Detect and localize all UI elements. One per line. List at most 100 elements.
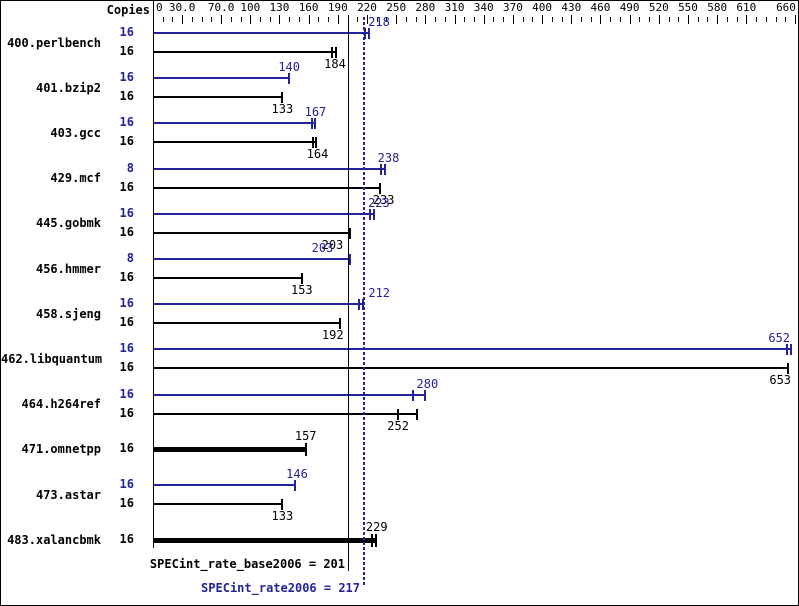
bar-end-cap <box>373 209 375 220</box>
bar-end-cap <box>314 118 316 129</box>
axis-tick-label: 130 <box>269 1 290 14</box>
axis-minor-tick <box>766 17 767 22</box>
copies-label: 16 <box>119 89 134 103</box>
bar-value-label: 133 <box>271 509 294 523</box>
axis-minor-tick <box>649 17 650 22</box>
bar-end-cap <box>339 318 341 329</box>
axis-major-tick <box>484 15 485 24</box>
axis-minor-tick <box>707 17 708 22</box>
axis-minor-tick <box>328 17 329 22</box>
bar-start-tick <box>153 498 154 511</box>
axis-minor-tick <box>231 17 232 22</box>
bar-start-tick <box>153 362 154 375</box>
axis-minor-tick <box>610 17 611 22</box>
axis-major-tick <box>455 15 456 24</box>
bar-base <box>154 503 283 505</box>
bar-peak <box>154 32 369 34</box>
axis-tick-label: 460 <box>590 1 611 14</box>
axis-tick-label: 610 <box>736 1 757 14</box>
axis-tick-label: 220 <box>357 1 377 14</box>
bar-value-label: 238 <box>377 151 400 165</box>
copies-label: 16 <box>119 360 134 374</box>
axis-major-tick <box>367 15 368 24</box>
bar-base <box>154 367 789 369</box>
bar-value-label: 229 <box>365 520 388 534</box>
axis-tick-label: 430 <box>561 1 582 14</box>
bar-base <box>154 141 317 143</box>
bar-end-cap <box>358 299 360 310</box>
bar-value-label: 233 <box>372 193 395 207</box>
axis-minor-tick <box>639 17 640 22</box>
axis-minor-tick <box>377 17 378 22</box>
bar-end-cap <box>294 480 296 491</box>
bar-value-label: 653 <box>769 373 792 387</box>
axis-tick-label: 100 <box>240 1 261 14</box>
axis-tick-label: 520 <box>648 1 669 14</box>
axis-minor-tick <box>270 17 271 22</box>
bar-peak <box>154 303 364 305</box>
bar-value-label: 140 <box>278 60 301 74</box>
bar-value-label: 203 <box>321 238 344 252</box>
copies-label: 16 <box>119 477 134 491</box>
axis-minor-tick <box>445 17 446 22</box>
axis-major-tick <box>688 15 689 24</box>
axis-minor-tick <box>289 17 290 22</box>
axis-tick-label: 0 <box>156 1 163 14</box>
bar-value-label: 218 <box>368 15 390 29</box>
bar-peak <box>154 122 316 124</box>
copies-label: 16 <box>119 441 134 455</box>
copies-label: 8 <box>126 161 134 175</box>
axis-minor-tick <box>464 17 465 22</box>
benchmark-label: 401.bzip2 <box>35 81 101 95</box>
copies-label: 16 <box>119 225 134 239</box>
copies-label: 16 <box>119 180 134 194</box>
bar-base <box>154 322 340 324</box>
bar-end-cap <box>424 390 426 401</box>
bar-value-label: 146 <box>286 467 308 481</box>
axis-major-tick <box>279 15 280 24</box>
axis-tick-label: 370 <box>502 1 523 14</box>
axis-minor-tick <box>241 17 242 22</box>
benchmark-label: 400.perlbench <box>7 36 101 50</box>
peak-summary-label: SPECint_rate2006 = 217 <box>201 581 360 595</box>
bar-peak <box>154 77 290 79</box>
bar-end-cap <box>288 73 290 84</box>
bar-start-tick <box>153 389 154 402</box>
axis-minor-tick <box>202 17 203 22</box>
bar-start-tick <box>153 253 154 266</box>
benchmark-label: 458.sjeng <box>35 307 101 321</box>
axis-minor-tick <box>581 17 582 22</box>
bar-end-cap <box>786 344 788 355</box>
base-summary-label: SPECint_rate_base2006 = 201 <box>149 557 345 571</box>
bar-start-tick <box>153 72 154 85</box>
axis-minor-tick <box>523 17 524 22</box>
axis-minor-tick <box>737 17 738 22</box>
axis-major-tick <box>396 15 397 24</box>
copies-label: 16 <box>119 44 134 58</box>
copies-label: 16 <box>119 296 134 310</box>
bar-start-tick <box>153 317 154 330</box>
benchmark-label: 456.hmmer <box>35 262 101 276</box>
bar-value-label: 164 <box>306 147 329 161</box>
bar-end-cap <box>379 183 381 194</box>
bar-peak <box>154 484 296 486</box>
axis-major-tick <box>571 15 572 24</box>
axis-major-tick <box>630 15 631 24</box>
axis-minor-tick <box>406 17 407 22</box>
bar-end-cap <box>380 164 382 175</box>
bar-start-tick <box>153 479 154 492</box>
bar-value-label: 167 <box>304 105 327 119</box>
bar-end-cap <box>368 28 370 39</box>
axis-tick-label: 400 <box>532 1 553 14</box>
axis-major-tick <box>659 15 660 24</box>
axis-minor-tick <box>669 17 670 22</box>
axis-minor-tick <box>357 17 358 22</box>
axis-minor-tick <box>698 17 699 22</box>
axis-minor-tick <box>474 17 475 22</box>
axis-minor-tick <box>785 17 786 22</box>
bar-value-label: 133 <box>271 102 294 116</box>
copies-label: 16 <box>119 134 134 148</box>
bar-end-cap <box>349 228 351 239</box>
copies-label: 16 <box>119 496 134 510</box>
